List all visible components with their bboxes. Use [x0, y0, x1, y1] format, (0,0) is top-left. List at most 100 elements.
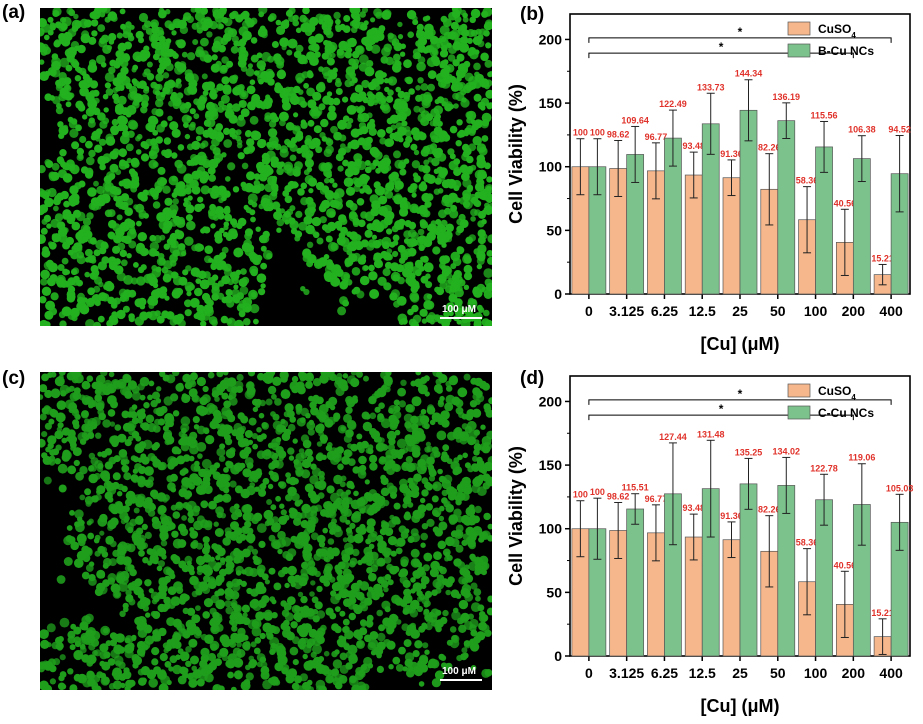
cell [260, 612, 267, 618]
cell [181, 51, 188, 58]
cell [372, 99, 379, 106]
cell [163, 647, 169, 654]
cell [139, 52, 148, 62]
cell [56, 400, 67, 410]
cell [267, 175, 277, 186]
cell [246, 527, 254, 535]
cell [414, 450, 421, 457]
cell [450, 589, 460, 598]
cell [245, 67, 255, 77]
cell [220, 315, 229, 324]
cell [151, 598, 158, 605]
cell [280, 509, 287, 516]
cell [157, 507, 166, 515]
cell [207, 277, 216, 286]
cell [381, 444, 389, 451]
cell [69, 684, 78, 690]
cell [442, 444, 450, 452]
cell [242, 20, 251, 29]
cell [400, 559, 409, 567]
cell [219, 647, 229, 657]
cell [130, 474, 139, 483]
cell [78, 80, 88, 89]
cell [136, 588, 144, 596]
cell [353, 629, 363, 639]
cell [40, 269, 50, 280]
cell [155, 407, 165, 417]
cell [451, 634, 460, 644]
cell [484, 319, 492, 326]
cell [236, 428, 243, 436]
cell [273, 679, 281, 686]
cell [422, 47, 429, 54]
cell [339, 23, 346, 31]
cell [114, 105, 125, 115]
cell [168, 81, 175, 88]
cell [463, 373, 471, 381]
cell [253, 318, 259, 325]
cell [120, 66, 129, 75]
cell [50, 292, 59, 301]
cell [226, 580, 234, 589]
cell [462, 193, 471, 202]
cell [282, 101, 291, 111]
cell [477, 229, 486, 238]
cell [69, 510, 75, 516]
cell [126, 253, 132, 259]
cell [133, 494, 143, 504]
cell [481, 135, 489, 142]
cell [270, 183, 279, 191]
cell [376, 632, 386, 642]
cell [411, 423, 419, 431]
cell [451, 610, 461, 621]
cell [246, 171, 255, 181]
cell [369, 146, 379, 156]
cell [108, 372, 115, 378]
cell [305, 381, 313, 389]
x-tick-label: 12.5 [689, 303, 716, 319]
cell [339, 134, 347, 142]
cell [337, 424, 347, 434]
cell [208, 174, 216, 182]
cell [469, 624, 477, 632]
cell [66, 292, 76, 302]
cell [40, 322, 46, 326]
cell [91, 30, 98, 37]
cell [252, 406, 259, 413]
cell [79, 646, 87, 654]
cell [304, 556, 314, 566]
cell [79, 466, 88, 475]
cell [180, 628, 187, 634]
data-label: 82.26 [758, 143, 781, 153]
cell [249, 265, 259, 275]
cell [117, 95, 127, 105]
cell [337, 561, 346, 570]
cell [434, 286, 441, 293]
cell [145, 414, 155, 424]
cell [226, 103, 233, 109]
cell [292, 478, 299, 485]
cell [321, 414, 330, 423]
cell [231, 277, 239, 285]
cell [408, 626, 416, 633]
cell [137, 191, 146, 201]
cell [186, 625, 197, 636]
cell [120, 76, 131, 86]
cell [356, 433, 363, 440]
cell [195, 485, 206, 495]
cell [379, 456, 387, 463]
cell [472, 136, 482, 146]
cell [147, 124, 156, 133]
cell [384, 527, 394, 536]
cell [140, 264, 147, 271]
cell [101, 661, 111, 671]
cell [189, 380, 197, 388]
cell [103, 283, 110, 290]
cell [152, 161, 159, 168]
cell [233, 547, 241, 555]
cell [412, 429, 418, 435]
cell [330, 125, 338, 134]
cell [474, 182, 485, 192]
cell [398, 646, 406, 655]
cell [462, 254, 472, 264]
